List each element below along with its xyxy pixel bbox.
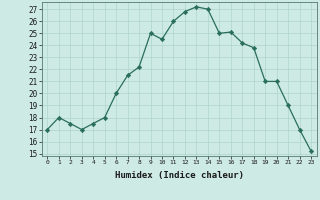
X-axis label: Humidex (Indice chaleur): Humidex (Indice chaleur) bbox=[115, 171, 244, 180]
